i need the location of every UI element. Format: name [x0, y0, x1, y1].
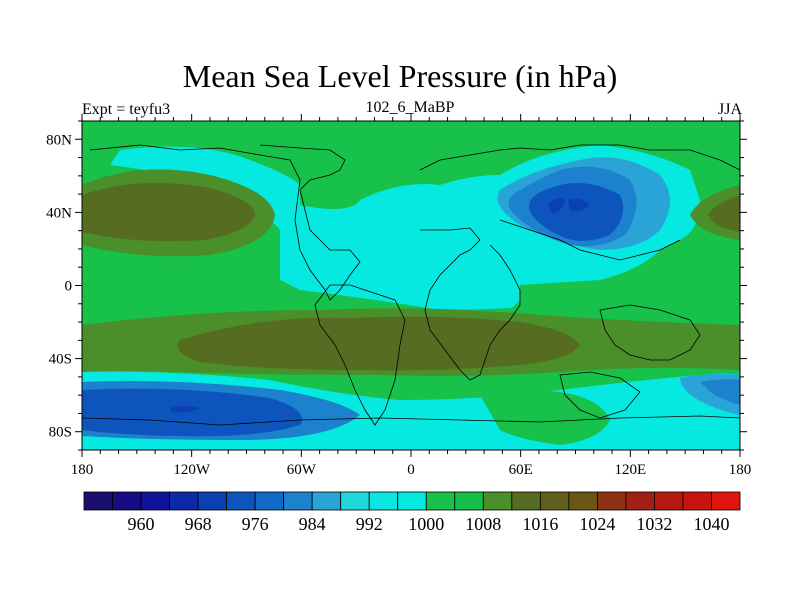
indian-trough-inner — [700, 379, 740, 405]
colorbar-box — [226, 491, 256, 511]
y-tick-label: 80N — [46, 132, 72, 148]
colorbar-box — [568, 491, 598, 511]
x-tick-label: 120E — [614, 462, 646, 478]
period-label: 102_6_MaBP — [365, 99, 455, 116]
colorbar-label: 1008 — [465, 514, 501, 534]
colorbar-label: 968 — [185, 514, 212, 534]
axes: 180 120W 60W 0 60E 120E 180 80N 40N 0 40S 80S — [46, 114, 751, 478]
north-pacific-high-core — [82, 182, 255, 242]
atlantic-high-core — [708, 195, 740, 232]
colorbar-box — [711, 491, 741, 511]
x-tick-label: 60E — [509, 462, 533, 478]
colorbar-box — [654, 491, 684, 511]
colorbar-label: 1000 — [408, 514, 444, 534]
x-tick-label: 180 — [729, 462, 752, 478]
experiment-label: Expt = teyfu3 — [82, 101, 171, 118]
southern-trough-inner — [82, 388, 302, 437]
colorbar-label: 1024 — [579, 514, 615, 534]
colorbar-label: 1040 — [693, 514, 729, 534]
y-tick-label: 0 — [65, 279, 73, 295]
colorbar-box — [539, 491, 570, 511]
y-tick-label: 40N — [46, 205, 72, 221]
asian-low-inner — [529, 182, 624, 241]
colorbar-box — [340, 491, 370, 511]
arctic-green — [82, 121, 740, 170]
colorbar-box — [283, 491, 313, 511]
colorbar-box — [425, 491, 456, 511]
southern-ridge-core — [177, 316, 580, 371]
colorbar-box — [197, 491, 228, 511]
colorbar-box — [625, 491, 655, 511]
y-tick-label: 80S — [49, 425, 72, 441]
x-tick-label: 0 — [407, 462, 415, 478]
colorbar-box — [482, 491, 513, 511]
colorbar-box — [454, 491, 484, 511]
asian-low-core — [548, 198, 590, 214]
colorbar-box — [169, 491, 199, 511]
colorbar: 960 968 976 984 992 1000 1008 1016 1024 1032 1040 — [83, 491, 741, 534]
y-tick-label: 40S — [49, 352, 72, 368]
x-tick-label: 60W — [287, 462, 317, 478]
colorbar-label: 992 — [356, 514, 383, 534]
equatorial-band — [82, 285, 740, 320]
chart-title: Mean Sea Level Pressure (in hPa) — [182, 58, 618, 94]
colorbar-box — [311, 491, 342, 511]
colorbar-box — [596, 491, 627, 511]
colorbar-box — [140, 491, 170, 511]
colorbar-box — [83, 491, 113, 511]
colorbar-box — [112, 491, 142, 511]
colorbar-label: 984 — [299, 514, 326, 534]
colorbar-label: 976 — [242, 514, 269, 534]
coastlines — [82, 144, 740, 426]
colorbar-box — [397, 491, 427, 511]
colorbar-label: 1032 — [636, 514, 672, 534]
southern-trough-core — [170, 406, 200, 413]
colorbar-box — [254, 491, 285, 511]
colorbar-box — [682, 491, 712, 511]
pressure-field — [82, 121, 740, 450]
season-label: JJA — [717, 101, 742, 118]
colorbar-label: 960 — [128, 514, 155, 534]
x-tick-label: 120W — [173, 462, 211, 478]
colorbar-box — [368, 491, 399, 511]
south-atlantic-green-patch — [480, 390, 610, 445]
x-tick-label: 180 — [71, 462, 94, 478]
colorbar-box — [511, 491, 541, 511]
colorbar-label: 1016 — [522, 514, 558, 534]
